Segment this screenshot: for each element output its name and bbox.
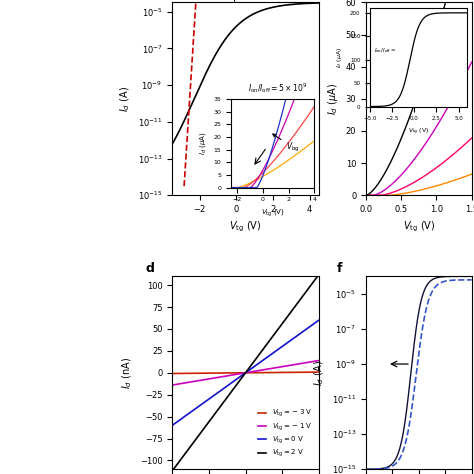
$V_{\rm tg} = 2$ V: [303, 289, 309, 294]
$V_{\rm tg} = 0$ V: [316, 317, 322, 323]
Text: e: e: [340, 0, 348, 1]
Text: f: f: [337, 263, 342, 275]
Text: d: d: [146, 263, 155, 275]
$V_{\rm tg} = 0$ V: [178, 416, 184, 422]
Text: SS = 64 mV per decade: SS = 64 mV per decade: [172, 0, 289, 1]
$V_{\rm tg} = 0$ V: [175, 419, 181, 424]
$V_{\rm tg} = 2$ V: [209, 416, 214, 421]
$V_{\rm tg} = -3$ V: [175, 371, 181, 376]
Line: $V_{\rm tg} = 0$ V: $V_{\rm tg} = 0$ V: [172, 320, 319, 425]
Legend: $V_{\rm tg} = -3$ V, $V_{\rm tg} = -1$ V, $V_{\rm tg} = 0$ V, $V_{\rm tg} = 2$ V: $V_{\rm tg} = -3$ V, $V_{\rm tg} = -1$ V…: [255, 405, 315, 462]
Y-axis label: $I_d$ ($\mu$A): $I_d$ ($\mu$A): [326, 83, 340, 115]
X-axis label: $V_{\rm tg}$ (V): $V_{\rm tg}$ (V): [402, 219, 435, 234]
$V_{\rm tg} = 0$ V: [303, 326, 309, 332]
Y-axis label: $I_d$ (A): $I_d$ (A): [312, 360, 326, 386]
$V_{\rm tg} = -3$ V: [316, 369, 322, 375]
Line: $V_{\rm tg} = 2$ V: $V_{\rm tg} = 2$ V: [172, 274, 319, 471]
$V_{\rm tg} = -3$ V: [303, 369, 309, 375]
$V_{\rm tg} = 0$ V: [169, 422, 175, 428]
$V_{\rm tg} = -1$ V: [197, 378, 202, 383]
Y-axis label: $I_d$ (A): $I_d$ (A): [118, 86, 132, 112]
$V_{\rm tg} = -1$ V: [169, 382, 175, 388]
Text: $I_{\rm on}/I_{\rm off} = 5\times10^9$: $I_{\rm on}/I_{\rm off} = 5\times10^9$: [248, 81, 308, 95]
$V_{\rm tg} = -3$ V: [309, 369, 314, 375]
$V_{\rm tg} = 2$ V: [178, 456, 184, 462]
Text: c: c: [146, 0, 153, 1]
$V_{\rm tg} = 2$ V: [175, 460, 181, 466]
$V_{\rm tg} = -1$ V: [178, 381, 184, 386]
$V_{\rm tg} = 0$ V: [209, 394, 214, 400]
$V_{\rm tg} = -1$ V: [209, 376, 214, 382]
Y-axis label: $I_d$ (nA): $I_d$ (nA): [120, 357, 134, 389]
$V_{\rm tg} = -3$ V: [169, 371, 175, 376]
$V_{\rm tg} = 2$ V: [169, 468, 175, 474]
Line: $V_{\rm tg} = -1$ V: $V_{\rm tg} = -1$ V: [172, 361, 319, 385]
$V_{\rm tg} = 2$ V: [316, 272, 322, 277]
$V_{\rm tg} = -1$ V: [175, 381, 181, 387]
$V_{\rm tg} = 2$ V: [309, 282, 314, 287]
$V_{\rm tg} = -1$ V: [303, 360, 309, 365]
$V_{\rm tg} = 0$ V: [197, 403, 202, 409]
$V_{\rm tg} = 2$ V: [197, 432, 202, 438]
$V_{\rm tg} = 0$ V: [309, 323, 314, 328]
$V_{\rm tg} = -1$ V: [316, 358, 322, 364]
$V_{\rm tg} = -3$ V: [197, 370, 202, 376]
$V_{\rm tg} = -1$ V: [309, 359, 314, 365]
$V_{\rm tg} = -3$ V: [178, 371, 184, 376]
Line: $V_{\rm tg} = -3$ V: $V_{\rm tg} = -3$ V: [172, 372, 319, 374]
$V_{\rm tg} = -3$ V: [209, 370, 214, 376]
X-axis label: $V_{\rm tg}$ (V): $V_{\rm tg}$ (V): [229, 219, 262, 234]
